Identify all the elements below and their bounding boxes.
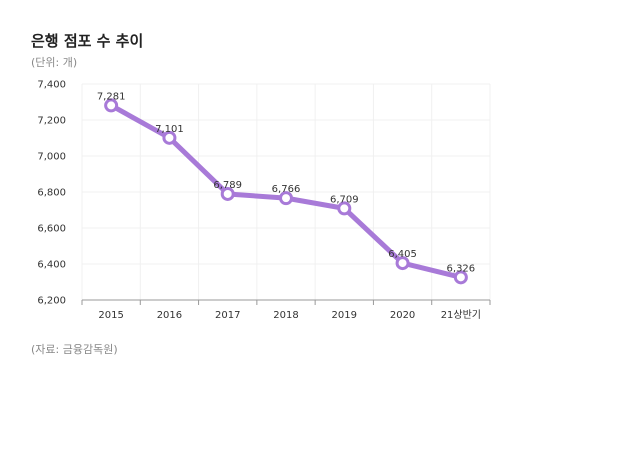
source-label: (자료: 금융감독원) (31, 343, 118, 356)
data-label: 7,101 (155, 124, 184, 135)
x-tick-label: 2020 (390, 310, 415, 321)
data-point (279, 191, 293, 206)
data-point (104, 98, 119, 113)
y-tick-label: 6,400 (37, 260, 66, 271)
x-tick-label: 2018 (273, 310, 298, 321)
y-tick-label: 7,200 (37, 116, 66, 127)
chart-title: 은행 점포 수 추이 (31, 32, 144, 50)
data-label: 6,709 (330, 194, 359, 205)
y-tick-label: 6,800 (37, 188, 66, 199)
data-label: 7,281 (97, 91, 126, 102)
data-point (337, 201, 352, 216)
x-tick-label: 2016 (157, 310, 182, 321)
data-label: 6,766 (272, 184, 301, 195)
unit-label: (단위: 개) (31, 56, 78, 69)
data-label: 6,789 (213, 180, 242, 191)
data-point (162, 130, 177, 145)
data-label: 6,326 (447, 263, 476, 274)
y-tick-label: 6,200 (37, 296, 66, 307)
x-tick-label: 21상반기 (441, 309, 481, 321)
data-point (453, 270, 468, 285)
data-label: 6,405 (388, 249, 417, 260)
y-tick-label: 7,400 (37, 80, 66, 91)
x-tick-label: 2017 (215, 310, 240, 321)
x-tick-label: 2019 (332, 310, 357, 321)
x-tick-label: 2015 (98, 310, 123, 321)
y-tick-label: 6,600 (37, 224, 66, 235)
data-point (220, 186, 235, 201)
y-tick-label: 7,000 (37, 152, 66, 163)
data-point (395, 256, 410, 271)
